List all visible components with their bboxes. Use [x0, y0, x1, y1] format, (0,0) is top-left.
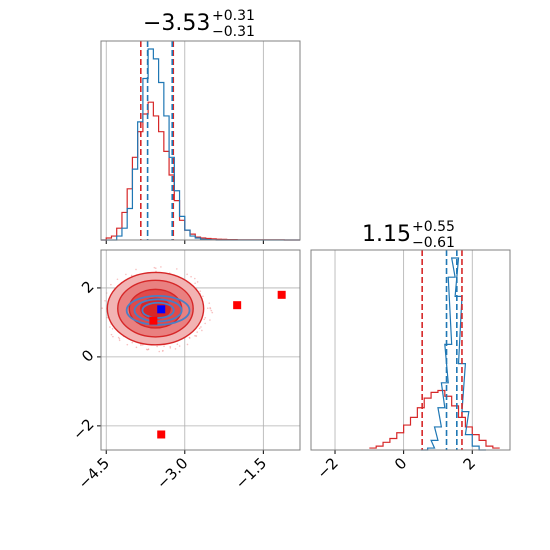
- bl-sample-point: [118, 337, 121, 340]
- bl-sample-point: [140, 344, 142, 347]
- title-top-left-value: −3.53: [143, 11, 210, 36]
- bl-sample-point: [204, 322, 206, 325]
- bl-sample-point: [190, 275, 192, 278]
- br-hist-red: [369, 389, 500, 449]
- title-bottom-right: 1.15: [362, 222, 411, 247]
- bl-sample-point: [163, 345, 165, 347]
- br-frame: [310, 249, 511, 451]
- bl-sample-point: [199, 290, 202, 292]
- panel-top-left-histogram: [100, 40, 301, 244]
- bl-sample-point: [158, 350, 161, 353]
- br-xtick-label-1: 0: [391, 454, 410, 473]
- bl-sample-point: [118, 339, 121, 342]
- tl-frame: [100, 40, 301, 241]
- bl-sample-point: [111, 328, 114, 330]
- title-top-left: −3.53: [143, 11, 210, 36]
- bl-sample-point: [160, 266, 162, 268]
- bl-sample-point: [188, 337, 191, 339]
- br-xtick-label-2: 2: [460, 454, 479, 473]
- bl-sample-point: [196, 331, 199, 333]
- bl-xtick-label-1: −3.0: [153, 454, 191, 492]
- bl-sample-point: [204, 316, 207, 319]
- bl-sample-point: [206, 307, 209, 310]
- bl-marker-3: [277, 290, 286, 299]
- bl-sample-point: [101, 307, 104, 310]
- bl-sample-point: [116, 278, 119, 281]
- panel-bottom-left-scatter: −4.5 −3.0 −1.5 −2 0 2: [69, 249, 301, 493]
- bl-sample-point: [196, 281, 199, 283]
- bl-ytick-label-1: 0: [78, 346, 97, 365]
- bl-blue-contour-0: [125, 294, 191, 326]
- bl-ytick-label-0: −2: [69, 415, 97, 443]
- bl-sample-point: [203, 318, 206, 321]
- bl-sample-point: [146, 348, 149, 351]
- br-xtick-label-0: −2: [313, 454, 341, 482]
- bl-sample-point: [104, 299, 106, 302]
- bl-xtick-label-0: −4.5: [75, 454, 113, 492]
- title-top-left-sub: −0.31: [212, 24, 255, 40]
- bl-ytick-label-2: 2: [78, 277, 97, 296]
- bl-sample-point: [198, 327, 201, 330]
- tl-hist-red: [101, 101, 300, 241]
- bl-sample-point: [156, 345, 158, 348]
- bl-sample-point: [194, 334, 196, 337]
- bl-sample-point: [211, 311, 214, 314]
- bl-sample-point: [126, 343, 129, 346]
- bl-sample-point: [194, 277, 196, 280]
- title-bottom-right-sub: −0.61: [412, 235, 455, 251]
- bl-sample-point: [106, 316, 109, 319]
- panel-bottom-right-histogram: −2 0 2: [310, 249, 511, 482]
- bl-sample-point: [135, 346, 138, 349]
- bl-sample-point: [153, 266, 156, 269]
- bl-sample-point: [208, 302, 211, 304]
- bl-sample-point: [200, 326, 202, 328]
- bl-blue-contour-2: [141, 301, 175, 319]
- bl-sample-point: [201, 329, 203, 332]
- bl-sample-point: [178, 345, 181, 347]
- bl-sample-point: [169, 345, 172, 348]
- tl-hist-blue: [101, 48, 300, 241]
- bl-sample-point: [110, 333, 113, 336]
- bl-sample-point: [154, 267, 157, 270]
- bl-blue-contour-1: [133, 298, 183, 323]
- title-bottom-right-sup: +0.55: [412, 219, 455, 235]
- bl-sample-point: [209, 307, 211, 309]
- bl-sample-point: [176, 343, 179, 346]
- bl-sample-point: [131, 341, 134, 344]
- bl-sample-point: [135, 268, 137, 271]
- bl-frame: [100, 249, 301, 451]
- bl-marker-1: [149, 316, 158, 325]
- br-hist-blue: [420, 257, 486, 451]
- title-top-left-sup: +0.31: [212, 8, 255, 24]
- bl-sample-point: [195, 335, 198, 337]
- bl-sample-point: [174, 348, 177, 350]
- bl-sample-point: [210, 309, 213, 312]
- bl-sample-point: [110, 283, 112, 286]
- bl-xtick-label-2: −1.5: [232, 454, 270, 492]
- bl-marker-2: [233, 301, 242, 310]
- bl-sample-point: [125, 273, 127, 276]
- bl-sample-point: [209, 319, 211, 321]
- bl-sample-point: [186, 343, 189, 346]
- bl-sample-point: [161, 350, 164, 352]
- bl-sample-point: [109, 326, 111, 328]
- bl-sample-point: [169, 347, 172, 349]
- bl-sample-point: [186, 273, 188, 276]
- bl-marker-0: [157, 305, 166, 314]
- bl-sample-point: [112, 335, 114, 338]
- bl-sample-point: [176, 268, 178, 270]
- bl-sample-point: [202, 295, 204, 298]
- bl-sample-point: [117, 336, 120, 339]
- bl-marker-4: [157, 430, 166, 439]
- bl-sample-point: [194, 282, 196, 285]
